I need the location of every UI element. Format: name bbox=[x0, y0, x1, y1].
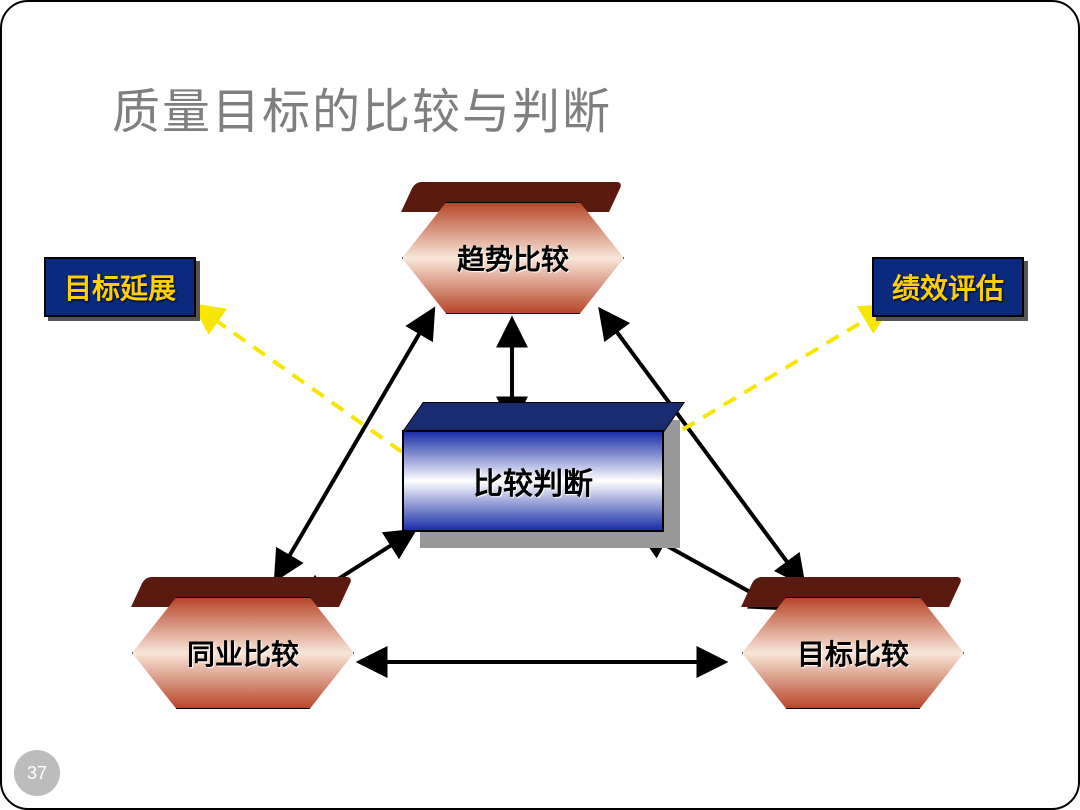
center-label: 比较判断 bbox=[473, 459, 593, 503]
center-node: 比较判断 bbox=[402, 402, 662, 542]
hex-node-goal: 目标比较 bbox=[742, 597, 962, 747]
hex-face: 同业比较 bbox=[132, 597, 354, 709]
center-front: 比较判断 bbox=[402, 430, 664, 532]
hex-label: 目标比较 bbox=[797, 633, 909, 673]
center-top bbox=[402, 402, 685, 432]
hex-node-trend: 趋势比较 bbox=[402, 202, 622, 352]
hex-face: 目标比较 bbox=[742, 597, 964, 709]
page-number-badge: 37 bbox=[14, 750, 60, 796]
hex-label: 同业比较 bbox=[187, 633, 299, 673]
hex-label: 趋势比较 bbox=[457, 238, 569, 278]
hex-node-peer: 同业比较 bbox=[132, 597, 352, 747]
slide-frame: 质量目标的比较与判断 目标延展 绩效评估 趋势比较 同业比较 bbox=[0, 0, 1080, 810]
label-box-text: 目标延展 bbox=[64, 273, 176, 304]
slide-title: 质量目标的比较与判断 bbox=[112, 72, 612, 142]
label-box-perf: 绩效评估 bbox=[872, 257, 1024, 317]
hex-face: 趋势比较 bbox=[402, 202, 624, 314]
page-number: 37 bbox=[27, 763, 47, 784]
label-box-extend: 目标延展 bbox=[44, 257, 196, 317]
label-box-text: 绩效评估 bbox=[892, 273, 1004, 304]
